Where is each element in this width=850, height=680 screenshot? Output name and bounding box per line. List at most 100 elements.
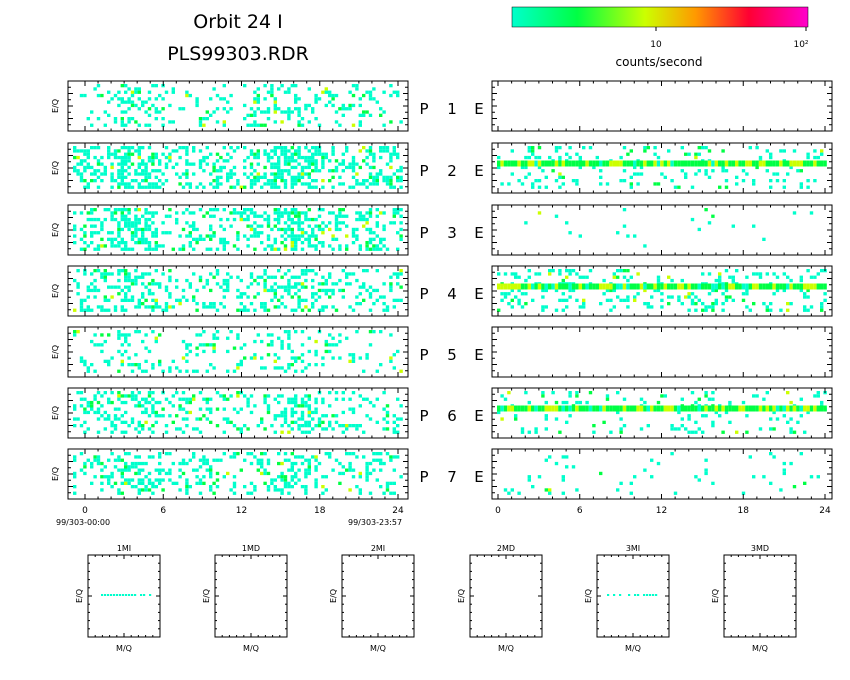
right-panel-cell [670, 427, 674, 431]
left-panel-cell [137, 461, 141, 466]
right-panel-cell [510, 149, 514, 153]
left-panel-cell [300, 424, 305, 428]
left-panel-cell [246, 214, 250, 218]
left-panel-cell [338, 162, 342, 166]
left-panel-cell [266, 155, 271, 160]
left-panel-cell [134, 282, 138, 286]
left-panel-cell [127, 478, 131, 482]
left-panel-cell [297, 113, 301, 117]
left-panel-cell [290, 159, 294, 163]
right-panel-cell [524, 221, 528, 225]
left-panel-cell [100, 244, 104, 248]
right-panel-cell [544, 458, 548, 462]
right-panel-cell [633, 295, 637, 299]
left-panel-cell [212, 185, 216, 189]
left-panel-cell [328, 452, 332, 456]
right-panel-cell [690, 302, 695, 306]
left-panel-cell [117, 241, 121, 245]
left-panel-cell [348, 465, 352, 469]
left-panel-cell [178, 182, 182, 186]
right-panel [491, 326, 833, 378]
panel-number-label: 1 [447, 100, 457, 118]
left-panel-cell [103, 278, 107, 283]
left-panel: E/Q [51, 265, 409, 317]
left-panel-cell [117, 103, 121, 108]
right-panel-cell [619, 481, 623, 485]
right-panel-cell [551, 269, 555, 273]
left-panel-cell [175, 427, 179, 431]
left-panel-cell [260, 420, 264, 424]
left-panel-cell [151, 363, 155, 367]
left-panel-cell [382, 146, 386, 150]
right-panel-cell [568, 155, 572, 160]
left-panel-cell [304, 182, 308, 186]
left-panel-cell [362, 298, 366, 302]
left-panel-cell [300, 227, 305, 232]
left-panel-cell [277, 336, 281, 340]
right-panel-cell [653, 182, 657, 186]
left-panel-cell [195, 353, 199, 357]
left-panel-cell [355, 172, 359, 176]
left-panel-cell [144, 488, 148, 492]
left-panel-cell [351, 231, 356, 235]
left-panel-cell [93, 169, 97, 173]
left-panel-cell [273, 103, 277, 108]
left-panel-cell [328, 404, 332, 408]
right-panel-cell [670, 179, 674, 183]
left-panel-cells [73, 330, 403, 373]
left-panel-cell [141, 295, 145, 299]
right-panel-band-cell [745, 160, 749, 167]
left-panel-cell [280, 234, 284, 238]
left-panel-cell [181, 227, 186, 232]
left-panel-cell [226, 272, 230, 276]
left-panel-cell [338, 175, 342, 179]
left-panel-cell [239, 292, 243, 296]
right-panel-cell [653, 288, 657, 293]
right-panel-cell [775, 172, 780, 176]
left-panel-cell [215, 269, 220, 273]
left-panel-cell [283, 247, 288, 251]
left-panel-cell [375, 288, 379, 293]
left-panel-cell [232, 491, 237, 495]
left-panel-cell [372, 244, 376, 248]
left-panel-cell [154, 241, 158, 245]
left-panel-cell [243, 208, 247, 212]
left-panel-cell [246, 224, 250, 228]
right-panel [491, 80, 833, 132]
left-panel-cell [253, 110, 257, 114]
left-panel-cell [256, 87, 260, 91]
left-panel-cell [283, 221, 288, 225]
left-xtick-label: 12 [236, 506, 247, 516]
left-panel-cell [294, 282, 298, 286]
left-panel-cell [100, 224, 104, 228]
left-panel-cell [358, 123, 362, 127]
left-panel-cell [215, 485, 220, 489]
left-panel-cell [232, 211, 237, 215]
left-panel-cell [151, 481, 155, 485]
left-panel-cell [222, 107, 226, 111]
right-panel-cell [626, 295, 630, 299]
left-panel-cell [270, 93, 274, 98]
left-panel-cell [117, 488, 121, 492]
left-panel-cell [212, 234, 216, 238]
right-panel-cell [531, 485, 535, 489]
right-panel-cell [820, 308, 824, 312]
left-panel-cell [175, 211, 179, 215]
left-panel-cell [280, 172, 284, 176]
left-panel-cell [110, 356, 114, 360]
left-panel-cell [171, 247, 175, 251]
right-panel-cell [643, 400, 647, 405]
left-panel-cell [188, 241, 192, 245]
left-panel-cell [280, 84, 284, 88]
left-panel-cell [307, 349, 311, 354]
left-panel-cell [311, 234, 315, 238]
left-panel-cell [338, 356, 342, 360]
right-panel-band-cell [704, 283, 708, 290]
left-panel-cell [263, 400, 267, 405]
left-panel-cell [304, 214, 308, 218]
left-panel-cell [314, 152, 318, 156]
right-panel-band-cell [548, 160, 552, 167]
left-panel-cell [263, 288, 267, 293]
right-panel-band-cell [588, 160, 593, 167]
left-panel-cell [202, 305, 206, 309]
